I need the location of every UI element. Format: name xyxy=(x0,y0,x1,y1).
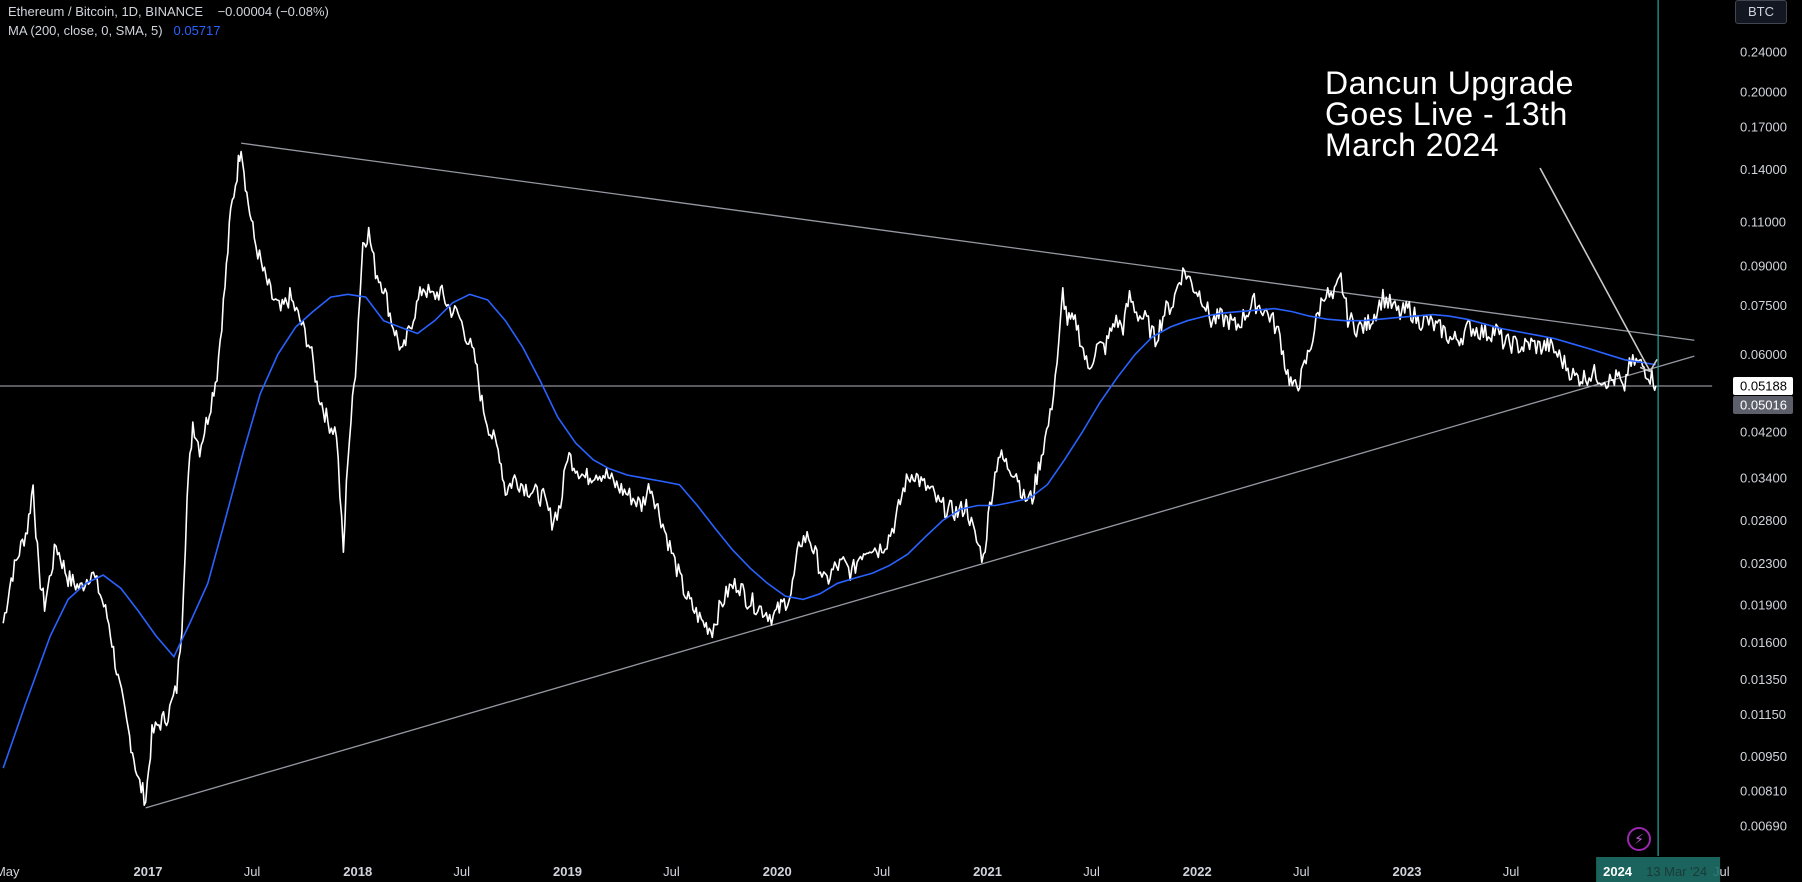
x-tick-label: Jul xyxy=(244,864,261,879)
x-tick-label: Jul xyxy=(1503,864,1520,879)
x-tick-label: 2023 xyxy=(1393,864,1422,879)
x-tick-label: Jul xyxy=(663,864,680,879)
y-tick-label: 0.04200 xyxy=(1740,425,1787,440)
annotation-arrowhead xyxy=(1639,358,1658,373)
y-tick-label: 0.06000 xyxy=(1740,347,1787,362)
price-change: −0.00004 (−0.08%) xyxy=(217,4,329,19)
y-tick-label: 0.09000 xyxy=(1740,258,1787,273)
y-tick-label: 0.01900 xyxy=(1740,598,1787,613)
x-tick-label: Jul xyxy=(1293,864,1310,879)
y-tick-label: 0.02800 xyxy=(1740,513,1787,528)
y-tick-label: 0.01600 xyxy=(1740,635,1787,650)
y-tick-label: 0.20000 xyxy=(1740,84,1787,99)
ma-row: MA (200, close, 0, SMA, 5) 0.05717 xyxy=(8,21,329,40)
date-badge-year: 2024 xyxy=(1603,864,1633,879)
annotation-line: Goes Live - 13th xyxy=(1325,96,1568,132)
x-tick-label: 2018 xyxy=(343,864,372,879)
y-tick-label: 0.00950 xyxy=(1740,749,1787,764)
last-price-label: 0.05188 xyxy=(1740,379,1787,394)
y-tick-label: 0.07500 xyxy=(1740,298,1787,313)
symbol-row: Ethereum / Bitcoin, 1D, BINANCE −0.00004… xyxy=(8,2,329,21)
y-tick-label: 0.00810 xyxy=(1740,784,1787,799)
ma-price-badge xyxy=(1733,396,1793,415)
ma-price-label: 0.05016 xyxy=(1740,398,1787,413)
annotation-text[interactable]: Dancun Upgrade Goes Live - 13th March 20… xyxy=(1325,65,1574,163)
trendline[interactable] xyxy=(145,355,1695,809)
symbol-title[interactable]: Ethereum / Bitcoin, 1D, BINANCE xyxy=(8,4,204,19)
annotation-line: Dancun Upgrade xyxy=(1325,65,1574,101)
chart-legend: Ethereum / Bitcoin, 1D, BINANCE −0.00004… xyxy=(8,2,329,40)
x-tick-label: Jul xyxy=(873,864,890,879)
annotation-arrow xyxy=(1539,167,1651,372)
lightning-icon[interactable]: ⚡ xyxy=(1627,827,1651,851)
x-tick-label: 2019 xyxy=(553,864,582,879)
annotation-line: March 2024 xyxy=(1325,127,1499,163)
x-tick-label: 2017 xyxy=(134,864,163,879)
y-tick-label: 0.02300 xyxy=(1740,556,1787,571)
x-tick-label: 2021 xyxy=(973,864,1002,879)
price-line xyxy=(2,150,1657,806)
x-tick-label: Jul xyxy=(453,864,470,879)
currency-button[interactable]: BTC xyxy=(1735,0,1787,24)
date-badge xyxy=(1596,857,1721,882)
ma-value: 0.05717 xyxy=(173,23,221,38)
ma-line xyxy=(2,293,1656,769)
trendline[interactable] xyxy=(241,142,1695,341)
y-tick-label: 0.24000 xyxy=(1740,45,1787,60)
last-price-badge xyxy=(1733,377,1793,396)
x-tick-label: Jul xyxy=(1083,864,1100,879)
x-tick-label: 2020 xyxy=(763,864,792,879)
date-badge-label: 13 Mar '24 xyxy=(1646,864,1707,879)
x-tick-label: May xyxy=(0,864,20,879)
ma-label[interactable]: MA (200, close, 0, SMA, 5) xyxy=(8,23,163,38)
y-tick-label: 0.03400 xyxy=(1740,471,1787,486)
y-tick-label: 0.01350 xyxy=(1740,672,1787,687)
y-tick-label: 0.00690 xyxy=(1740,819,1787,834)
y-tick-label: 0.01150 xyxy=(1740,707,1786,722)
y-tick-label: 0.11000 xyxy=(1740,215,1786,230)
y-tick-label: 0.17000 xyxy=(1740,120,1787,135)
y-tick-label: 0.14000 xyxy=(1740,162,1787,177)
x-tick-label: 2022 xyxy=(1183,864,1212,879)
